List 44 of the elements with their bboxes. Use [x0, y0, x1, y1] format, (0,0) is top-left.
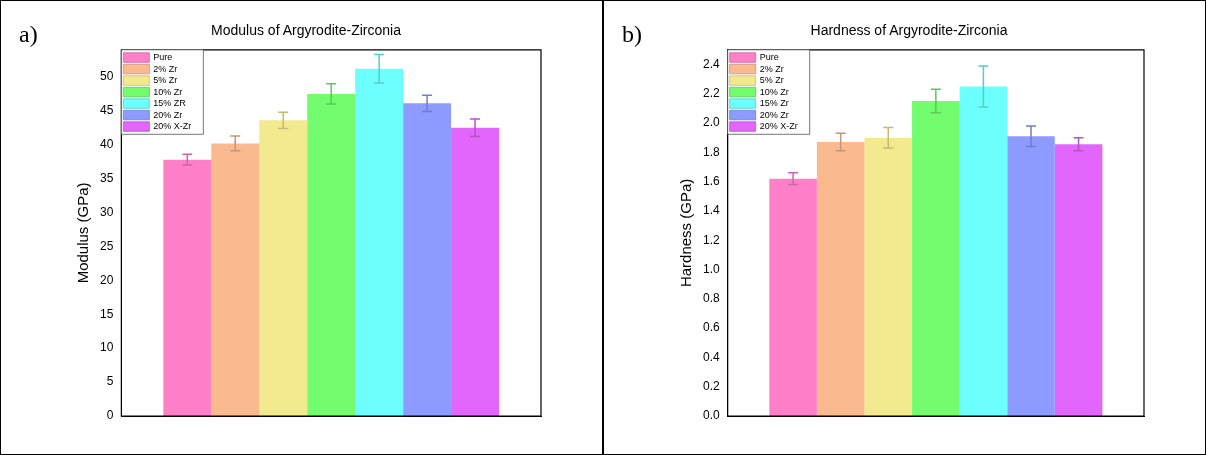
y-tick-label: 1.4: [702, 203, 720, 218]
y-axis-title: Modulus (GPa): [74, 182, 92, 284]
y-tick-label: 1.6: [702, 173, 720, 188]
y-tick-label: 1.0: [702, 261, 720, 276]
y-tick-label: 45: [99, 103, 114, 118]
y-tick-label: 20: [99, 272, 114, 287]
legend-label: 2% Zr: [759, 63, 784, 74]
y-tick-label: 2.2: [702, 86, 720, 101]
legend-label: 20% Zr: [759, 109, 789, 120]
y-tick-label: 0.6: [702, 320, 720, 335]
text: b): [622, 21, 642, 48]
y-tick-label: 0.0: [702, 408, 720, 423]
legend-label: 2% Zr: [153, 63, 178, 74]
chart-title: Hardness of Argyrodite-Zirconia: [810, 22, 1008, 39]
y-tick-label: 25: [99, 238, 114, 253]
y-tick-label: 1.8: [702, 144, 720, 159]
legend-label: 5% Zr: [759, 75, 784, 86]
legend-label: 10% Zr: [759, 86, 789, 97]
y-axis-title: Hardness (GPa): [677, 178, 695, 288]
text: a): [19, 21, 38, 48]
y-tick-label: 40: [99, 137, 114, 152]
y-tick-label: 0.4: [702, 349, 720, 364]
y-tick-label: 5: [106, 374, 114, 389]
legend-label: 20% X-Zr: [153, 121, 192, 132]
legend-label: 15% ZR: [153, 98, 187, 109]
legend-label: 10% Zr: [153, 86, 183, 97]
y-tick-label: 1.2: [702, 232, 720, 247]
y-tick-label: 0.8: [702, 291, 720, 306]
legend-label: 20% Zr: [153, 109, 183, 120]
y-tick-label: 0.2: [702, 379, 720, 394]
y-tick-label: 35: [99, 170, 114, 185]
y-tick-label: 50: [99, 69, 114, 84]
legend-label: Pure: [153, 52, 173, 63]
y-tick-label: 2.4: [702, 56, 720, 71]
legend-label: 20% X-Zr: [759, 121, 798, 132]
y-tick-label: 0: [106, 408, 114, 423]
legend-label: 5% Zr: [153, 75, 178, 86]
y-tick-label: 10: [99, 340, 114, 355]
chart-title: Modulus of Argyrodite-Zirconia: [211, 22, 402, 39]
legend-label: 15% Zr: [759, 98, 789, 109]
legend-label: Pure: [759, 52, 779, 63]
y-tick-label: 30: [99, 204, 114, 219]
y-tick-label: 2.0: [702, 115, 720, 130]
y-tick-label: 15: [99, 306, 114, 321]
